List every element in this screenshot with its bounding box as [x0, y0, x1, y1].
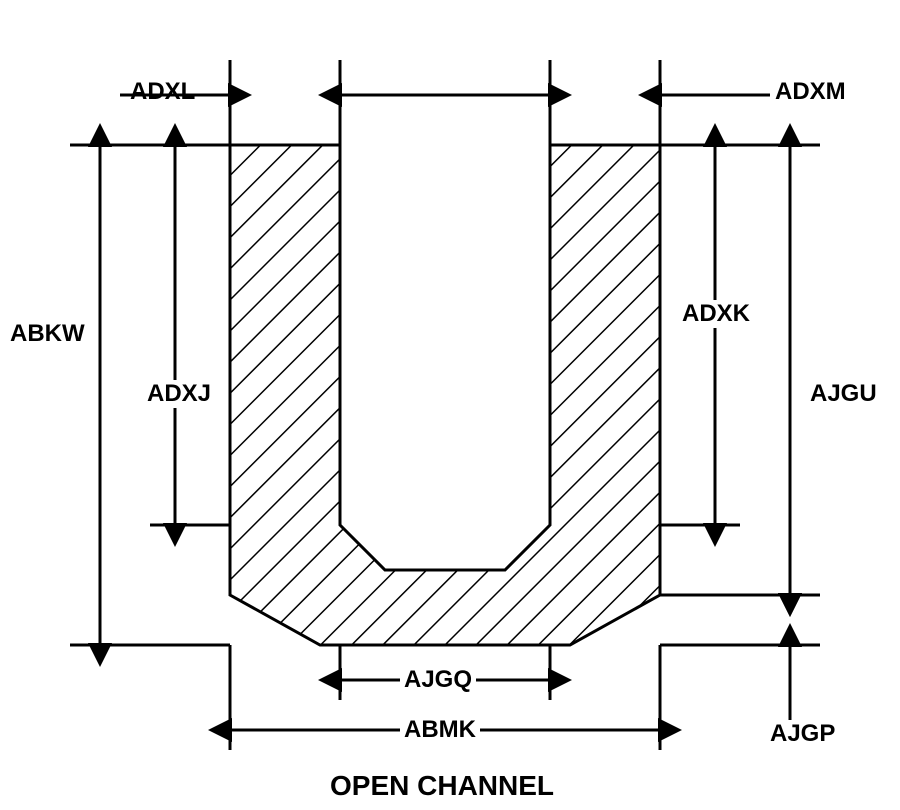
label-adxm: ADXM — [775, 78, 846, 106]
label-adxl: ADXL — [130, 78, 195, 106]
channel-cross-section — [230, 145, 660, 645]
diagram-canvas: ADXL ADXM ABKW ADXJ ADXK AJGU AJGP AJGQ … — [0, 0, 900, 810]
label-abkw: ABKW — [10, 320, 85, 348]
label-ajgu: AJGU — [810, 380, 877, 408]
diagram-title: OPEN CHANNEL — [330, 770, 554, 802]
label-adxj: ADXJ — [145, 380, 213, 408]
label-adxk: ADXK — [680, 300, 752, 328]
label-ajgq: AJGQ — [400, 666, 476, 694]
label-abmk: ABMK — [400, 716, 480, 744]
label-ajgp: AJGP — [770, 720, 835, 748]
